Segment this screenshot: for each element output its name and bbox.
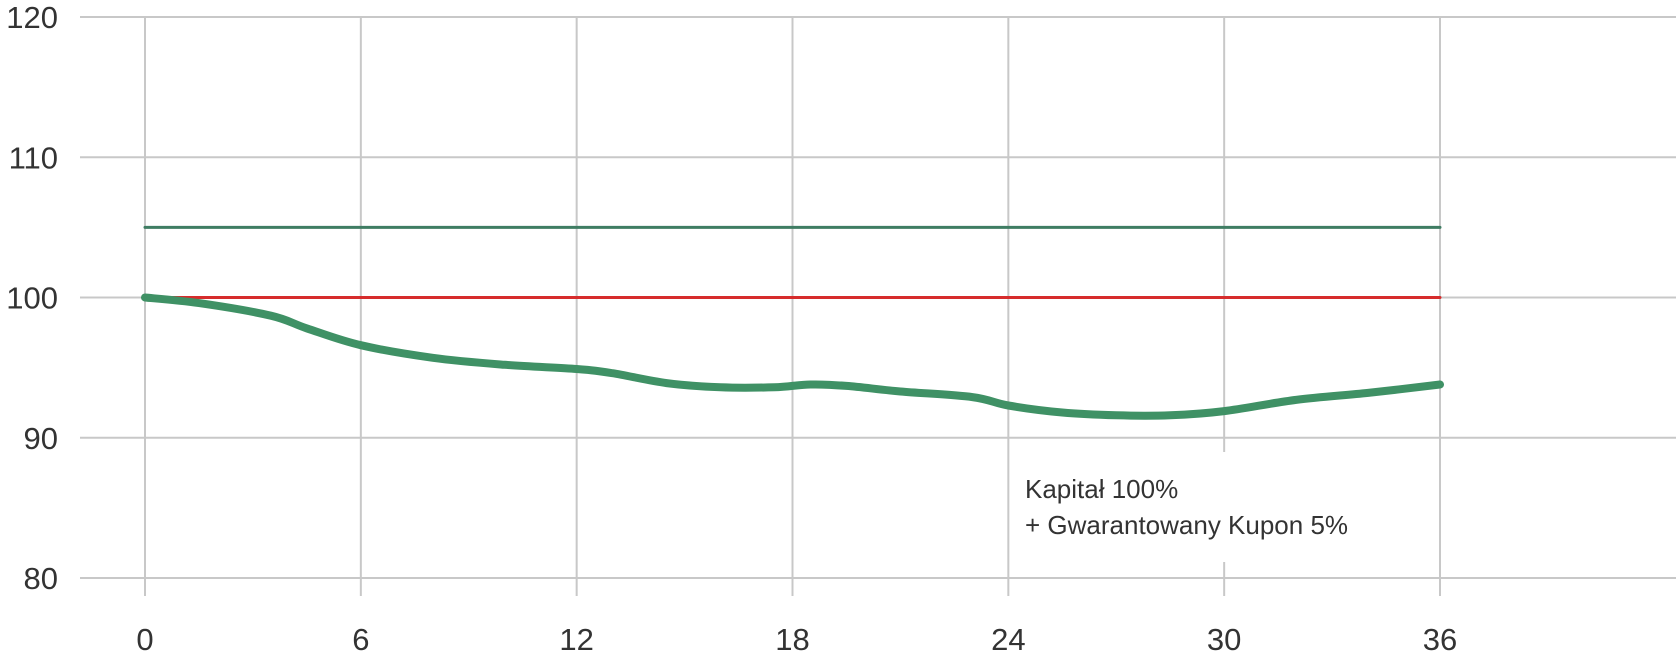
y-tick-label-100: 100 <box>6 281 58 316</box>
x-tick-label-36: 36 <box>1423 622 1457 657</box>
annotation-background <box>1010 452 1410 562</box>
series-lines <box>141 225 1444 420</box>
x-tick-label-30: 30 <box>1207 622 1241 657</box>
annotation-line-2: + Gwarantowany Kupon 5% <box>1025 510 1348 540</box>
annotation-line-1: Kapitał 100% <box>1025 474 1178 504</box>
y-tick-label-90: 90 <box>24 421 58 456</box>
y-tick-label-120: 120 <box>6 0 58 35</box>
x-tick-label-0: 0 <box>136 622 153 657</box>
x-tick-label-12: 12 <box>559 622 593 657</box>
annotation-group: Kapitał 100% + Gwarantowany Kupon 5% <box>1010 452 1410 562</box>
x-tick-labels: 0 6 12 18 24 30 36 <box>136 622 1457 657</box>
x-tick-label-6: 6 <box>352 622 369 657</box>
y-tick-label-110: 110 <box>9 140 58 175</box>
x-tick-label-24: 24 <box>991 622 1025 657</box>
x-tick-label-18: 18 <box>775 622 809 657</box>
y-tick-label-80: 80 <box>24 561 58 596</box>
series-line-2 <box>141 293 1444 420</box>
x-gridlines <box>144 17 1441 596</box>
y-tick-labels: 80 90 100 110 120 <box>6 0 58 596</box>
